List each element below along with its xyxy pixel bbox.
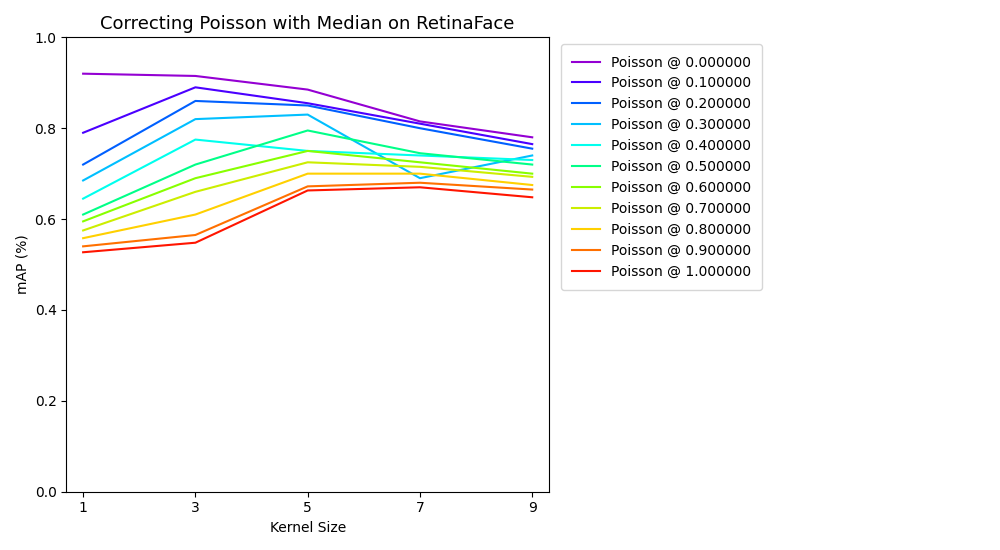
Poisson @ 0.600000 <box>302 147 314 154</box>
Poisson @ 0.500000 <box>77 211 89 218</box>
Line: Poisson @ 0.700000: Poisson @ 0.700000 <box>83 162 532 230</box>
Poisson @ 0.000000 <box>526 134 538 141</box>
Poisson @ 0.500000 <box>302 127 314 134</box>
Title: Correcting Poisson with Median on RetinaFace: Correcting Poisson with Median on Retina… <box>100 15 515 33</box>
Poisson @ 0.100000 <box>77 129 89 136</box>
Poisson @ 0.800000 <box>189 211 201 218</box>
Poisson @ 0.800000 <box>302 170 314 177</box>
Line: Poisson @ 0.500000: Poisson @ 0.500000 <box>83 130 532 214</box>
Line: Poisson @ 1.000000: Poisson @ 1.000000 <box>83 188 532 252</box>
Poisson @ 0.300000 <box>302 111 314 118</box>
Line: Poisson @ 0.800000: Poisson @ 0.800000 <box>83 174 532 238</box>
Poisson @ 1.000000 <box>302 187 314 194</box>
Line: Poisson @ 0.400000: Poisson @ 0.400000 <box>83 140 532 199</box>
Poisson @ 0.900000 <box>414 179 426 186</box>
Poisson @ 0.900000 <box>526 186 538 193</box>
Poisson @ 0.200000 <box>189 98 201 104</box>
Line: Poisson @ 0.900000: Poisson @ 0.900000 <box>83 183 532 246</box>
Poisson @ 0.700000 <box>77 227 89 234</box>
Poisson @ 0.200000 <box>526 145 538 152</box>
Poisson @ 0.400000 <box>414 152 426 159</box>
Poisson @ 0.700000 <box>302 159 314 166</box>
Poisson @ 0.600000 <box>189 175 201 182</box>
Poisson @ 1.000000 <box>77 249 89 256</box>
Line: Poisson @ 0.200000: Poisson @ 0.200000 <box>83 101 532 164</box>
Poisson @ 1.000000 <box>189 239 201 246</box>
Poisson @ 0.800000 <box>414 170 426 177</box>
Poisson @ 0.500000 <box>189 161 201 168</box>
Poisson @ 0.400000 <box>77 195 89 202</box>
X-axis label: Kernel Size: Kernel Size <box>270 521 346 535</box>
Poisson @ 0.400000 <box>189 136 201 143</box>
Poisson @ 0.000000 <box>414 118 426 125</box>
Poisson @ 0.700000 <box>189 189 201 195</box>
Poisson @ 0.400000 <box>526 157 538 163</box>
Line: Poisson @ 0.100000: Poisson @ 0.100000 <box>83 87 532 144</box>
Poisson @ 0.300000 <box>77 177 89 184</box>
Poisson @ 0.600000 <box>526 170 538 177</box>
Poisson @ 0.600000 <box>414 159 426 166</box>
Poisson @ 0.300000 <box>189 116 201 123</box>
Poisson @ 0.800000 <box>526 182 538 188</box>
Poisson @ 0.100000 <box>302 100 314 107</box>
Poisson @ 0.100000 <box>189 84 201 91</box>
Poisson @ 0.000000 <box>77 70 89 77</box>
Line: Poisson @ 0.000000: Poisson @ 0.000000 <box>83 74 532 138</box>
Poisson @ 0.200000 <box>414 125 426 131</box>
Poisson @ 0.400000 <box>302 147 314 154</box>
Line: Poisson @ 0.600000: Poisson @ 0.600000 <box>83 151 532 221</box>
Poisson @ 0.000000 <box>189 73 201 79</box>
Poisson @ 0.900000 <box>77 243 89 250</box>
Poisson @ 0.500000 <box>526 161 538 168</box>
Poisson @ 0.900000 <box>302 183 314 190</box>
Poisson @ 0.200000 <box>302 102 314 109</box>
Poisson @ 0.000000 <box>302 86 314 93</box>
Line: Poisson @ 0.300000: Poisson @ 0.300000 <box>83 114 532 180</box>
Y-axis label: mAP (%): mAP (%) <box>15 235 29 294</box>
Poisson @ 0.100000 <box>526 141 538 147</box>
Poisson @ 0.500000 <box>414 150 426 157</box>
Poisson @ 0.200000 <box>77 161 89 168</box>
Poisson @ 0.300000 <box>526 152 538 159</box>
Poisson @ 1.000000 <box>414 184 426 191</box>
Poisson @ 0.100000 <box>414 120 426 127</box>
Poisson @ 0.300000 <box>414 175 426 182</box>
Poisson @ 1.000000 <box>526 194 538 201</box>
Poisson @ 0.800000 <box>77 235 89 241</box>
Poisson @ 0.700000 <box>526 174 538 180</box>
Poisson @ 0.600000 <box>77 218 89 224</box>
Poisson @ 0.900000 <box>189 232 201 238</box>
Legend: Poisson @ 0.000000, Poisson @ 0.100000, Poisson @ 0.200000, Poisson @ 0.300000, : Poisson @ 0.000000, Poisson @ 0.100000, … <box>561 45 762 290</box>
Poisson @ 0.700000 <box>414 163 426 170</box>
